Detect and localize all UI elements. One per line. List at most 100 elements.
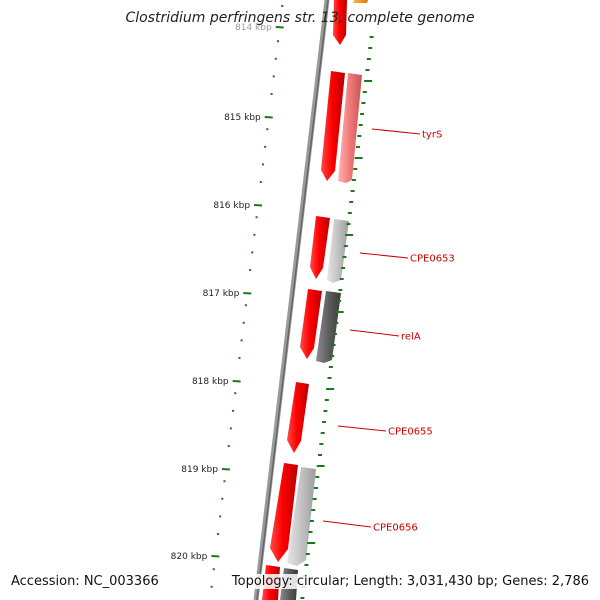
ruler-kbp-label: 820 kbp <box>171 552 208 562</box>
skew-mark <box>342 256 347 258</box>
skew-mark <box>362 91 367 93</box>
ruler-major-tick <box>253 204 263 207</box>
skew-mark <box>324 399 329 401</box>
ruler-minor-tick <box>210 585 213 588</box>
ruler-minor-tick <box>261 163 264 166</box>
ruler-major-tick <box>243 292 252 295</box>
skew-mark <box>345 234 354 236</box>
skew-mark <box>328 366 333 368</box>
skew-mark <box>337 300 341 302</box>
skew-mark <box>331 344 336 346</box>
skew-mark <box>355 146 360 148</box>
skew-mark <box>308 531 313 533</box>
genome-backbone <box>253 0 330 600</box>
ruler-major-tick <box>275 26 284 29</box>
gene-leader-line <box>359 252 409 259</box>
ruler-minor-tick <box>219 515 222 518</box>
gene-leader-line <box>337 425 387 432</box>
gene-leader-line <box>349 329 400 337</box>
skew-mark <box>323 410 328 412</box>
skew-mark <box>360 113 365 115</box>
skew-mark <box>335 311 344 313</box>
ruler-kbp-label: 817 kbp <box>203 289 240 299</box>
ruler-kbp-label: 819 kbp <box>181 465 218 475</box>
accession-label: Accession: NC_003366 <box>9 574 161 589</box>
gene-label: relA <box>401 332 421 343</box>
skew-mark <box>368 47 373 49</box>
skew-mark <box>358 124 363 126</box>
ruler-minor-tick <box>234 392 237 395</box>
skew-mark <box>307 542 316 544</box>
skew-mark <box>322 421 327 423</box>
skew-mark <box>304 564 309 566</box>
skew-mark <box>349 201 354 203</box>
gc-skew-track <box>300 36 374 599</box>
ruler-minor-tick <box>221 497 224 500</box>
gene-arrow-1-red <box>321 71 345 181</box>
genome-stats-label: Topology: circular; Length: 3,031,430 bp… <box>229 574 591 589</box>
ruler-kbp-label: 816 kbp <box>213 201 250 211</box>
ruler-minor-tick <box>232 409 235 412</box>
skew-mark <box>341 267 346 269</box>
skew-mark <box>354 157 363 159</box>
gene-arrow-top-red <box>333 0 347 45</box>
gene-label: CPE0656 <box>373 523 418 534</box>
gene-leader-line <box>371 128 421 135</box>
ruler-minor-tick <box>238 357 241 359</box>
skew-mark <box>339 278 344 280</box>
gene-labels: tyrS CPE0653 relA CPE0655 CPE0656 <box>322 128 455 534</box>
ruler-major-tick <box>264 116 273 119</box>
ruler-minor-tick <box>251 251 254 254</box>
ruler-minor-tick <box>266 128 269 131</box>
ruler-major-tick <box>211 555 220 558</box>
skew-mark <box>319 443 324 445</box>
ruler-minor-tick <box>276 40 279 43</box>
gene-arrow-3-red <box>300 289 322 359</box>
skew-mark <box>369 36 374 38</box>
skew-mark <box>334 322 339 324</box>
skew-mark <box>327 377 332 379</box>
ruler-minor-tick <box>281 5 284 7</box>
ruler-minor-tick <box>227 445 230 447</box>
skew-mark <box>364 80 373 82</box>
ruler-kbp-label: 814 kbp <box>235 23 272 33</box>
ruler-kbp-label: 818 kbp <box>192 377 229 387</box>
skew-mark <box>332 333 337 335</box>
ruler-major-tick <box>232 380 241 383</box>
gene-label: CPE0655 <box>388 427 433 438</box>
ruler-minor-tick <box>270 93 273 95</box>
gene-arrow-2-gray <box>327 219 349 283</box>
ruler-minor-tick <box>229 427 232 430</box>
ruler-minor-tick <box>272 75 275 78</box>
skew-mark <box>350 190 355 192</box>
skew-mark <box>326 388 335 390</box>
ruler-minor-tick <box>217 533 220 535</box>
skew-mark <box>357 135 362 137</box>
skew-mark <box>343 245 348 247</box>
skew-mark <box>311 509 316 511</box>
ruler-major-tick <box>221 468 231 471</box>
skew-mark <box>316 465 325 467</box>
skew-mark <box>346 223 351 225</box>
skew-mark <box>351 179 356 181</box>
skew-mark <box>315 476 320 478</box>
gene-arrow-top-orange <box>353 0 368 3</box>
ruler-minor-tick <box>253 233 256 236</box>
skew-mark <box>320 432 325 434</box>
skew-mark <box>338 289 343 291</box>
gene-leader-line <box>322 520 372 528</box>
ruler-minor-tick <box>249 269 252 271</box>
skew-mark <box>300 597 305 599</box>
skew-mark <box>318 454 323 456</box>
position-ruler: 814 kbp 815 kbp 816 kbp 817 kbp 818 kbp 819 k… <box>171 5 284 588</box>
map-title: Clostridium perfringens str. 13, complet… <box>125 10 475 26</box>
skew-mark <box>313 487 318 489</box>
ruler-minor-tick <box>212 568 215 571</box>
ruler-minor-tick <box>240 339 243 342</box>
skew-mark <box>365 69 370 71</box>
skew-mark <box>330 355 335 357</box>
gene-arrow-5-gray <box>287 467 316 566</box>
skew-mark <box>353 168 358 170</box>
skew-mark <box>347 212 352 214</box>
